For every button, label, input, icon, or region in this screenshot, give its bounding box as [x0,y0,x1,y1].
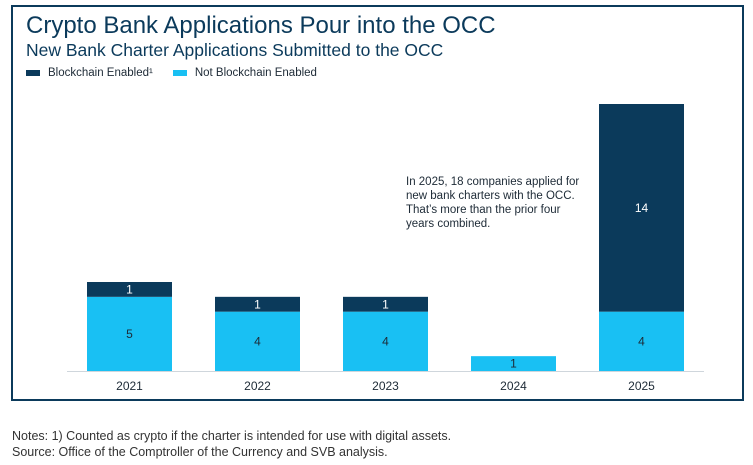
bar-not-blockchain-2021 [87,296,172,371]
source-note: Source: Office of the Comptroller of the… [12,445,388,459]
chart-annotation: In 2025, 18 companies applied for new ba… [406,176,580,230]
data-label: 4 [638,334,645,348]
chart-frame [11,5,744,401]
legend: Blockchain Enabled¹ Not Blockchain Enabl… [26,67,317,79]
data-label: 1 [254,297,261,311]
data-label: 4 [382,334,389,348]
x-tick-label: 2024 [500,379,527,393]
legend-swatch [26,70,40,76]
legend-item-blockchain: Blockchain Enabled¹ [26,67,153,79]
bar-blockchain-2022 [215,296,300,312]
data-label: 4 [254,334,261,348]
bar-not-blockchain-2025 [599,311,684,371]
bar-not-blockchain-2024 [471,356,556,371]
bar-not-blockchain-2022 [215,311,300,371]
data-label: 14 [635,201,649,215]
chart-title: Crypto Bank Applications Pour into the O… [26,12,496,39]
notes: Notes: 1) Counted as crypto if the chart… [12,428,451,460]
x-tick-label: 2022 [244,379,271,393]
legend-item-not-blockchain: Not Blockchain Enabled [172,67,317,79]
legend-label: Blockchain Enabled¹ [48,67,153,79]
bar-not-blockchain-2023 [343,311,428,371]
legend-label: Not Blockchain Enabled [194,67,317,79]
x-tick-label: 2023 [372,379,399,393]
data-label: 1 [510,357,517,371]
bar-blockchain-2023 [343,296,428,312]
data-label: 1 [126,282,133,296]
chart-subtitle: New Bank Charter Applications Submitted … [26,40,444,60]
data-label: 1 [382,297,389,311]
x-tick-label: 2021 [116,379,143,393]
bar-blockchain-2021 [87,282,172,297]
legend-swatch [172,70,187,76]
footnote: Notes: 1) Counted as crypto if the chart… [12,429,452,443]
bar-blockchain-2025 [599,104,684,312]
data-label: 5 [126,327,133,341]
x-tick-label: 2025 [628,379,655,393]
